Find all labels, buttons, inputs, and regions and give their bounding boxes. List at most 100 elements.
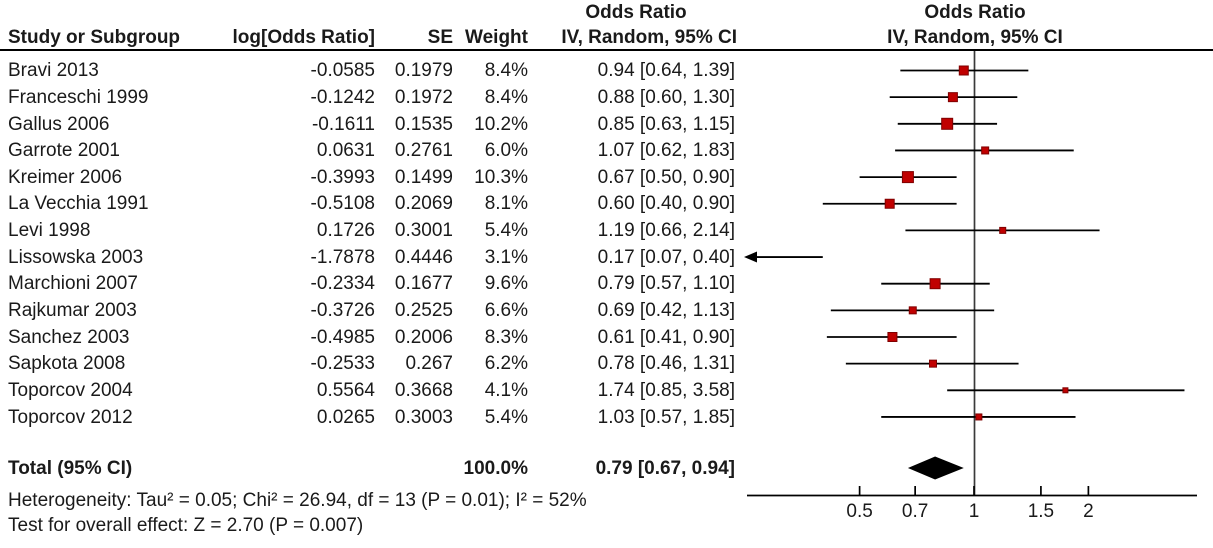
weight-cell: 8.4% [484,86,528,108]
study-row: La Vecchia 1991 -0.5108 0.2069 8.1% 0.60 [0.… [0,190,740,217]
study-row: Toporcov 2004 0.5564 0.3668 4.1% 1.74 [0.85,… [0,377,740,404]
ci-cell: 0.94 [0.64, 1.39] [597,60,735,82]
study-name-cell: Toporcov 2012 [8,406,133,428]
weight-cell: 9.6% [484,273,528,295]
ci-cell: 1.07 [0.62, 1.83] [597,140,735,162]
offscale-arrow-icon [744,251,757,263]
study-row: Toporcov 2012 0.0265 0.3003 5.4% 1.03 [0.57,… [0,404,740,431]
study-name-cell: Toporcov 2004 [8,380,133,401]
weight-cell: 5.4% [484,220,528,242]
axis-tick-label: 0.7 [902,501,928,522]
se-cell: 0.2006 [394,326,453,348]
weight-cell: 3.1% [484,246,528,268]
weight-cell: 8.4% [484,60,528,82]
weight-cell: 8.3% [484,326,528,348]
column-header-se: SE [427,27,453,48]
study-name-cell: Garrote 2001 [8,140,120,162]
log-or-cell: -0.2533 [310,353,375,375]
ci-cell: 0.69 [0.42, 1.13] [597,300,735,322]
summary-diamond [907,456,964,480]
study-name-cell: Rajkumar 2003 [8,300,137,322]
or-marker [928,359,937,368]
weight-cell: 4.1% [484,380,528,401]
ci-cell: 1.74 [0.85, 3.58] [597,380,735,401]
weight-cell: 5.4% [484,406,528,428]
study-row: Rajkumar 2003 -0.3726 0.2525 6.6% 0.69 [0.42… [0,297,740,324]
ci-cell: 0.67 [0.50, 0.90] [597,166,735,188]
overall-effect-test: Test for overall effect: Z = 2.70 (P = 0… [8,515,364,536]
se-cell: 0.4446 [394,246,453,268]
log-or-cell: -0.3726 [310,300,375,322]
study-name-cell: Franceschi 1999 [8,86,149,108]
or-marker [908,306,917,315]
ci-cell: 0.17 [0.07, 0.40] [597,246,735,268]
log-or-cell: -0.4985 [310,326,375,348]
study-row: Levi 1998 0.1726 0.3001 5.4% 1.19 [0.66, 2.1… [0,217,740,244]
axis-tick-label: 1 [969,501,980,522]
log-or-cell: -0.1242 [310,86,375,108]
study-row: Garrote 2001 0.0631 0.2761 6.0% 1.07 [0.62, … [0,137,740,164]
se-cell: 0.3001 [394,220,453,242]
heterogeneity-stats: Heterogeneity: Tau² = 0.05; Chi² = 26.94… [8,490,587,511]
se-cell: 0.1677 [394,273,453,295]
ci-cell: 0.88 [0.60, 1.30] [597,86,735,108]
log-or-cell: 0.0631 [316,140,375,162]
plot-header-effect-group: Odds Ratio [924,2,1026,23]
or-marker [1062,387,1069,394]
weight-cell: 6.6% [484,300,528,322]
total-ci-cell: 0.79 [0.67, 0.94] [595,458,735,479]
or-marker [901,171,914,184]
study-name-cell: Gallus 2006 [8,113,110,135]
column-header-effect-group: Odds Ratio [585,2,687,23]
ci-cell: 0.85 [0.63, 1.15] [597,113,735,135]
ci-cell: 0.61 [0.41, 0.90] [597,326,735,348]
weight-cell: 10.3% [474,166,528,188]
ci-cell: 0.60 [0.40, 0.90] [597,193,735,215]
or-marker [887,332,898,342]
study-row: Marchioni 2007 -0.2334 0.1677 9.6% 0.79 [0.5… [0,270,740,297]
study-row: Lissowska 2003 -1.7878 0.4446 3.1% 0.17 [0.0… [0,244,740,271]
log-or-cell: -0.0585 [310,60,375,82]
study-row: Bravi 2013 -0.0585 0.1979 8.4% 0.94 [0.64, 1… [0,57,740,84]
study-name-cell: Levi 1998 [8,220,91,242]
log-or-cell: 0.1726 [316,220,375,242]
ci-cell: 1.19 [0.66, 2.14] [597,220,735,242]
study-row: Kreimer 2006 -0.3993 0.1499 10.3% 0.67 [0.50… [0,164,740,191]
se-cell: 0.2525 [394,300,453,322]
log-or-cell: -1.7878 [310,246,375,268]
se-cell: 0.1499 [394,166,453,188]
or-marker [981,146,990,155]
log-or-cell: 0.5564 [316,380,375,401]
study-name-cell: La Vecchia 1991 [8,193,149,215]
or-marker [975,413,983,421]
ci-cell: 0.79 [0.57, 1.10] [597,273,735,295]
se-cell: 0.3668 [394,380,453,401]
weight-cell: 10.2% [474,113,528,135]
column-header-weight: Weight [465,27,528,48]
or-marker [929,278,941,290]
se-cell: 0.3003 [394,406,453,428]
study-name-cell: Kreimer 2006 [8,166,123,188]
weight-cell: 6.2% [484,353,528,375]
ci-cell: 0.78 [0.46, 1.31] [597,353,735,375]
log-or-cell: -0.2334 [310,273,375,295]
axis-tick-label: 2 [1083,501,1094,522]
total-weight-cell: 100.0% [463,458,528,479]
column-header-study: Study or Subgroup [8,27,181,48]
or-marker [941,117,954,130]
weight-cell: 8.1% [484,193,528,215]
study-name-cell: Bravi 2013 [8,60,99,82]
or-marker [884,198,895,209]
se-cell: 0.267 [405,353,453,375]
se-cell: 0.1979 [394,60,453,82]
se-cell: 0.1972 [394,86,453,108]
header-divider [0,49,1213,51]
or-marker [958,65,969,76]
log-or-cell: -0.5108 [310,193,375,215]
study-name-cell: Sapkota 2008 [8,353,126,375]
study-row: Sanchez 2003 -0.4985 0.2006 8.3% 0.61 [0.41,… [0,324,740,351]
weight-cell: 6.0% [484,140,528,162]
study-name-cell: Sanchez 2003 [8,326,130,348]
